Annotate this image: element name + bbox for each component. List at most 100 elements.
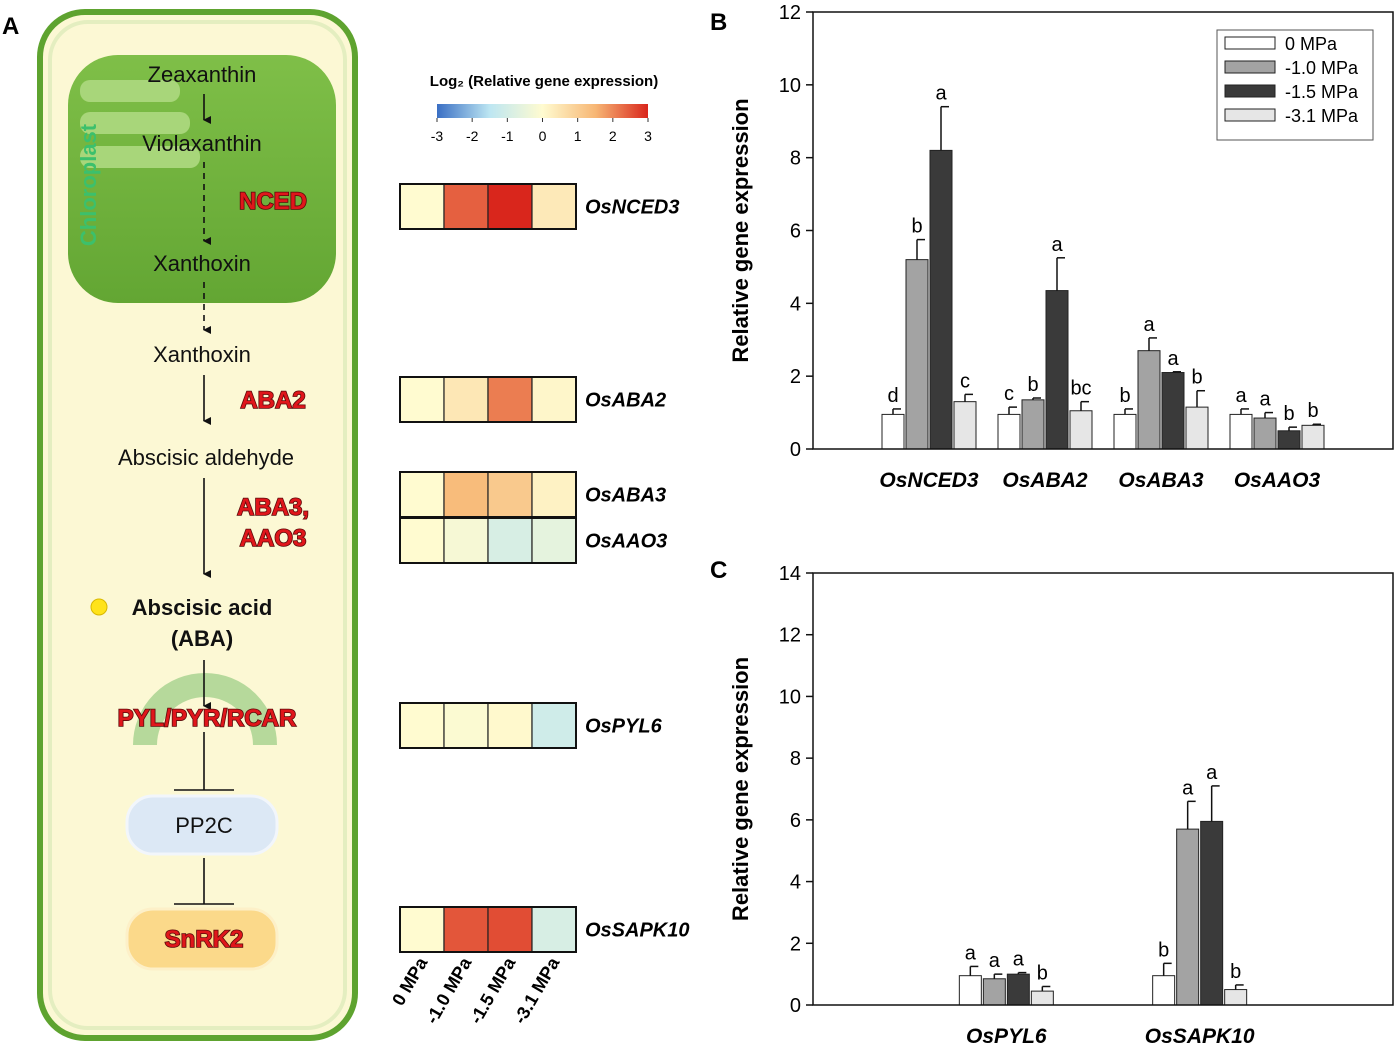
bar xyxy=(1185,406,1209,450)
metabolite: Xanthoxin xyxy=(153,251,251,276)
colorbar-tick-label: 2 xyxy=(609,128,617,144)
y-tick-label: 0 xyxy=(790,995,801,1017)
colorbar xyxy=(437,104,648,118)
heatmap-cell xyxy=(487,702,533,749)
colorbar-tick-label: 3 xyxy=(644,128,652,144)
bar xyxy=(982,978,1006,1006)
pp2c-box xyxy=(125,794,279,856)
significance-letter: d xyxy=(887,385,898,407)
gene-label: OsABA2 xyxy=(585,390,666,412)
bar xyxy=(1045,290,1069,450)
gene-label: OsSAPK10 xyxy=(585,920,690,942)
plot-frame xyxy=(812,572,1394,1006)
metabolite: Zeaxanthin xyxy=(148,62,257,87)
heatmap-row-border xyxy=(399,517,577,564)
receptor-shape xyxy=(133,673,277,746)
bar xyxy=(953,401,977,450)
significance-letter: b xyxy=(1037,962,1048,984)
product: Abscisic acid xyxy=(132,595,273,620)
significance-letter: b xyxy=(1119,385,1130,407)
heatmap-cell xyxy=(399,906,445,953)
heatmap-cell xyxy=(531,517,577,564)
gene-label: OsAAO3 xyxy=(585,531,667,553)
bar xyxy=(1161,372,1185,450)
kinase: SnRK2 xyxy=(165,926,244,953)
heatmap-cell xyxy=(443,376,489,423)
bar xyxy=(929,149,953,450)
y-tick-label: 6 xyxy=(790,221,801,243)
aba-dot xyxy=(90,598,108,616)
heatmap-cell xyxy=(443,517,489,564)
heatmap-cell xyxy=(531,376,577,423)
colorbar-tick-label: -3 xyxy=(431,128,444,144)
significance-letter: b xyxy=(1307,400,1318,422)
heatmap-row-border xyxy=(399,376,577,423)
snrk2-box xyxy=(125,907,279,971)
heatmap: Log₂ (Relative gene expression) -3 -2 -1 0 1… xyxy=(388,73,689,1027)
product: (ABA) xyxy=(171,626,233,651)
enzyme: ABA2 xyxy=(240,387,305,414)
significance-letter: a xyxy=(1206,762,1218,784)
bar xyxy=(1069,410,1093,450)
bar xyxy=(1301,424,1325,450)
bar xyxy=(1030,990,1054,1006)
bar xyxy=(1277,430,1301,450)
y-tick-label: 2 xyxy=(790,933,801,955)
heatmap-cell xyxy=(399,471,445,518)
heatmap-cell xyxy=(443,906,489,953)
x-tick-label: OsABA3 xyxy=(1118,469,1204,492)
bar xyxy=(905,259,929,450)
bar xyxy=(1152,975,1176,1006)
x-tick-label: OsSAPK10 xyxy=(1145,1025,1255,1045)
legend-swatch xyxy=(1224,108,1276,122)
significance-letter: a xyxy=(935,83,947,105)
significance-letter: a xyxy=(965,942,977,964)
y-tick-label: 4 xyxy=(790,872,801,894)
significance-letter: a xyxy=(989,950,1001,972)
plot-frame xyxy=(812,11,1394,450)
gene-label: OsPYL6 xyxy=(585,716,663,738)
significance-letter: a xyxy=(1051,234,1063,256)
heatmap-cell xyxy=(487,471,533,518)
bar xyxy=(881,413,905,450)
bar xyxy=(1176,828,1200,1006)
enzyme: NCED xyxy=(239,188,307,215)
heatmap-cell xyxy=(443,471,489,518)
bar xyxy=(1137,350,1161,450)
heatmap-cell xyxy=(399,183,445,230)
legend-swatch xyxy=(1224,60,1276,74)
heatmap-cell xyxy=(487,906,533,953)
metabolite: Abscisic aldehyde xyxy=(118,445,294,470)
significance-letter: c xyxy=(1004,383,1014,405)
significance-letter: a xyxy=(1259,389,1271,411)
heatmap-cell xyxy=(531,906,577,953)
bar-chart: C Relative gene expression 0 2 4 6 8 10 12 14 OsPY… xyxy=(710,557,1394,1048)
panel-a: A Chloroplast Zeaxanthin Violaxanthin NC… xyxy=(2,9,358,1041)
y-axis-label: Relative gene expression xyxy=(728,657,753,921)
y-tick-label: 6 xyxy=(790,810,801,832)
heatmap-cell xyxy=(399,517,445,564)
metabolite: Violaxanthin xyxy=(142,131,261,156)
significance-letter: a xyxy=(1013,949,1025,971)
heatmap-cell xyxy=(531,471,577,518)
significance-letter: c xyxy=(960,370,970,392)
significance-letter: a xyxy=(1167,348,1179,370)
legend-swatch xyxy=(1224,36,1276,50)
colorbar-tick-label: 0 xyxy=(539,128,547,144)
chloroplast-label: Chloroplast xyxy=(76,123,101,246)
heatmap-cell xyxy=(443,183,489,230)
bar xyxy=(997,413,1021,450)
thylakoid xyxy=(80,80,180,102)
bar xyxy=(1021,399,1045,450)
receptor: PYL/PYR/RCAR xyxy=(118,705,297,732)
cell-inner xyxy=(48,20,347,1030)
metabolite: Xanthoxin xyxy=(153,342,251,367)
panel-label: B xyxy=(710,9,727,36)
bar xyxy=(1224,989,1248,1006)
heatmap-cell xyxy=(531,183,577,230)
column-label: 0 MPa xyxy=(388,953,432,1009)
legend-label: 0 MPa xyxy=(1285,34,1338,54)
y-tick-label: 4 xyxy=(790,293,801,315)
heatmap-cell xyxy=(399,376,445,423)
